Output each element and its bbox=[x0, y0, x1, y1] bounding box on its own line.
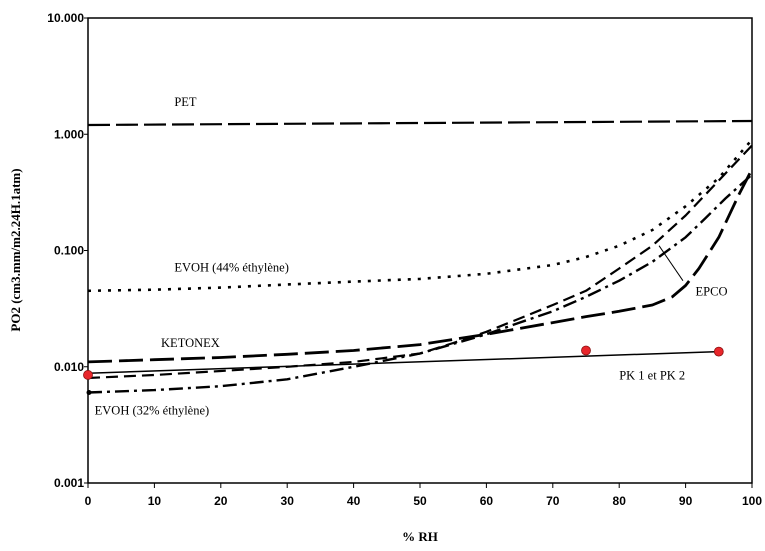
y-tick-label: 10.000 bbox=[47, 11, 84, 25]
label-epco: EPCO bbox=[696, 285, 728, 299]
axis-ticks: 0 10 20 30 40 50 60 70 80 90 100 0.001 0.010 0.100 1.0… bbox=[47, 11, 762, 508]
label-evoh-32-thyl-ne: EVOH (32% éthylène) bbox=[95, 403, 210, 417]
pk-data-point bbox=[83, 370, 93, 380]
epco-leader-line bbox=[658, 245, 684, 281]
pk-data-point bbox=[713, 346, 724, 357]
x-tick-label: 20 bbox=[214, 494, 228, 508]
x-tick-label: 80 bbox=[613, 494, 627, 508]
y-tick-label: 1.000 bbox=[54, 127, 84, 141]
x-tick-label: 70 bbox=[546, 494, 560, 508]
annotation-layer: PET EVOH (44% éthylène) KETONEX EVOH (32% é… bbox=[95, 95, 728, 417]
marker-layer bbox=[83, 345, 724, 380]
label-pet: PET bbox=[174, 95, 197, 109]
series-evoh-44-thyl-ne bbox=[87, 138, 753, 293]
x-tick-label: 100 bbox=[742, 494, 762, 508]
label-pk-1-et-pk-2: PK 1 et PK 2 bbox=[619, 368, 685, 382]
series-evoh-32-thyl-ne bbox=[87, 173, 753, 394]
series-pet bbox=[87, 119, 753, 127]
x-tick-label: 50 bbox=[413, 494, 427, 508]
series-pk-1-et-pk-2 bbox=[87, 350, 719, 374]
x-tick-label: 10 bbox=[148, 494, 162, 508]
series-origin-dot bbox=[86, 390, 92, 396]
y-axis-title: PO2 (cm3.mm/m2.24H.1atm) bbox=[8, 168, 23, 331]
y-tick-label: 0.010 bbox=[54, 360, 84, 374]
x-axis-title: % RH bbox=[402, 529, 438, 544]
x-tick-label: 0 bbox=[85, 494, 92, 508]
label-evoh-44-thyl-ne: EVOH (44% éthylène) bbox=[174, 260, 289, 274]
x-tick-label: 40 bbox=[347, 494, 361, 508]
plot-area bbox=[87, 17, 753, 484]
x-tick-label: 90 bbox=[679, 494, 693, 508]
series-ketonex bbox=[87, 168, 754, 364]
series-layer bbox=[86, 119, 754, 396]
pk-data-point bbox=[581, 345, 591, 356]
series-epco bbox=[87, 144, 753, 380]
x-tick-label: 60 bbox=[480, 494, 494, 508]
label-ketonex: KETONEX bbox=[161, 336, 220, 350]
y-tick-label: 0.100 bbox=[54, 244, 84, 258]
y-tick-label: 0.001 bbox=[54, 476, 84, 490]
x-tick-label: 30 bbox=[281, 494, 295, 508]
